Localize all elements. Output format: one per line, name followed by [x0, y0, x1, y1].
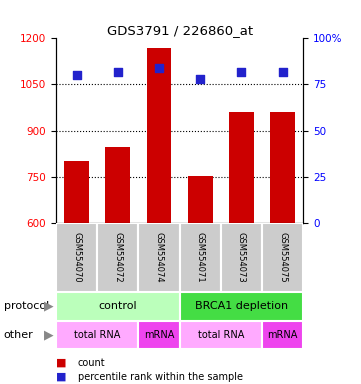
Bar	[138, 321, 180, 349]
Text: count: count	[78, 358, 105, 368]
Text: ■: ■	[56, 372, 66, 382]
Text: protocol: protocol	[4, 301, 49, 311]
Point	[197, 76, 203, 82]
Bar	[56, 292, 180, 321]
Bar	[221, 223, 262, 292]
Text: mRNA: mRNA	[268, 330, 298, 340]
Text: GSM554074: GSM554074	[155, 232, 164, 283]
Text: GSM554075: GSM554075	[278, 232, 287, 283]
Text: GSM554071: GSM554071	[196, 232, 205, 283]
Text: total RNA: total RNA	[74, 330, 120, 340]
Bar	[262, 223, 303, 292]
Text: ■: ■	[56, 358, 66, 368]
Text: other: other	[4, 330, 33, 340]
Text: percentile rank within the sample: percentile rank within the sample	[78, 372, 243, 382]
Text: control: control	[99, 301, 137, 311]
Bar	[138, 223, 180, 292]
Bar	[188, 176, 213, 223]
Bar	[262, 321, 303, 349]
Bar	[97, 223, 138, 292]
Bar	[105, 147, 130, 223]
Text: ▶: ▶	[44, 300, 53, 313]
Text: GSM554070: GSM554070	[72, 232, 81, 283]
Bar	[180, 223, 221, 292]
Bar	[56, 321, 138, 349]
Bar	[180, 292, 303, 321]
Bar	[147, 48, 171, 223]
Text: ▶: ▶	[44, 329, 53, 341]
Point	[115, 68, 121, 74]
Point	[74, 72, 79, 78]
Point	[280, 68, 286, 74]
Text: BRCA1 depletion: BRCA1 depletion	[195, 301, 288, 311]
Point	[156, 65, 162, 71]
Bar	[180, 321, 262, 349]
Point	[239, 68, 244, 74]
Title: GDS3791 / 226860_at: GDS3791 / 226860_at	[106, 24, 253, 37]
Bar	[56, 223, 97, 292]
Text: GSM554072: GSM554072	[113, 232, 122, 283]
Text: mRNA: mRNA	[144, 330, 174, 340]
Text: total RNA: total RNA	[197, 330, 244, 340]
Bar	[270, 112, 295, 223]
Bar	[229, 112, 254, 223]
Text: GSM554073: GSM554073	[237, 232, 246, 283]
Bar	[64, 161, 89, 223]
